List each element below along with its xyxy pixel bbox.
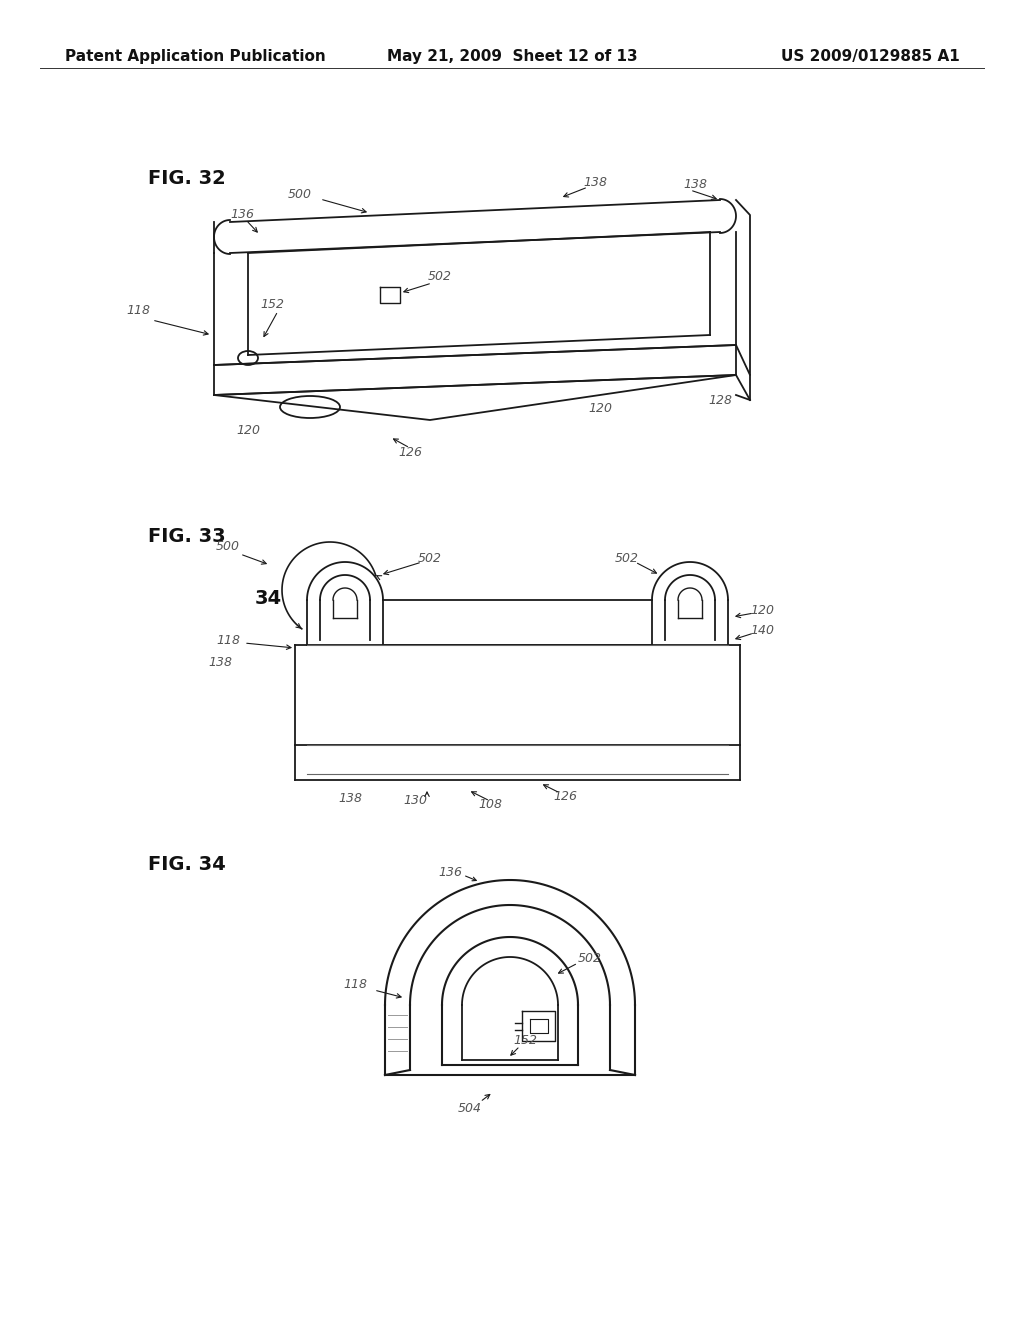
Text: 34: 34 bbox=[254, 589, 282, 607]
Text: Patent Application Publication: Patent Application Publication bbox=[65, 49, 326, 65]
Text: 502: 502 bbox=[428, 271, 452, 284]
Text: 152: 152 bbox=[260, 298, 284, 312]
Text: 500: 500 bbox=[288, 187, 312, 201]
Text: 136: 136 bbox=[438, 866, 462, 879]
Text: 108: 108 bbox=[478, 799, 502, 812]
Text: 120: 120 bbox=[236, 424, 260, 437]
Text: FIG. 32: FIG. 32 bbox=[148, 169, 225, 187]
Text: 152: 152 bbox=[513, 1034, 537, 1047]
Text: 500: 500 bbox=[216, 540, 240, 553]
Text: US 2009/0129885 A1: US 2009/0129885 A1 bbox=[781, 49, 961, 65]
Text: 138: 138 bbox=[683, 178, 707, 191]
Text: 130: 130 bbox=[403, 793, 427, 807]
Text: 140: 140 bbox=[750, 623, 774, 636]
Text: 126: 126 bbox=[553, 789, 577, 803]
Text: 118: 118 bbox=[216, 634, 240, 647]
Text: 504: 504 bbox=[458, 1101, 482, 1114]
Text: 138: 138 bbox=[583, 176, 607, 189]
Text: 502: 502 bbox=[578, 952, 602, 965]
Text: 502: 502 bbox=[418, 552, 442, 565]
Text: FIG. 33: FIG. 33 bbox=[148, 527, 225, 545]
Text: FIG. 34: FIG. 34 bbox=[148, 855, 225, 874]
Text: 128: 128 bbox=[708, 393, 732, 407]
Text: 126: 126 bbox=[398, 446, 422, 459]
Text: 502: 502 bbox=[615, 552, 639, 565]
Text: 138: 138 bbox=[338, 792, 362, 804]
Text: 120: 120 bbox=[750, 603, 774, 616]
Text: 136: 136 bbox=[230, 209, 254, 222]
Text: 118: 118 bbox=[126, 304, 150, 317]
Text: 118: 118 bbox=[343, 978, 367, 991]
Text: 138: 138 bbox=[208, 656, 232, 669]
Text: May 21, 2009  Sheet 12 of 13: May 21, 2009 Sheet 12 of 13 bbox=[387, 49, 637, 65]
Text: 120: 120 bbox=[588, 401, 612, 414]
